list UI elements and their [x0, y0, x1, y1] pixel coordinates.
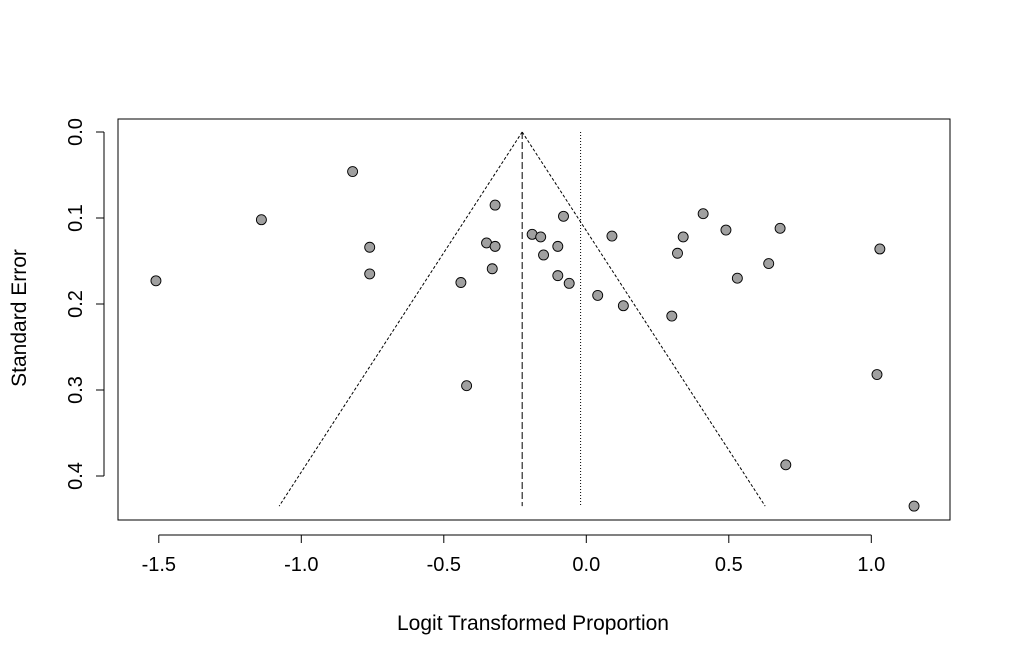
data-point: [720, 224, 732, 236]
data-point: [606, 230, 618, 242]
funnel-right-bound: [521, 131, 766, 507]
x-tick-label: -1.0: [284, 554, 318, 576]
y-tick-label: 0.0: [65, 118, 87, 146]
data-point: [489, 199, 501, 211]
funnel-left-bound: [278, 131, 523, 507]
data-point: [592, 289, 604, 301]
data-point: [255, 214, 267, 226]
data-point: [552, 240, 564, 252]
x-tick-label: -0.5: [427, 554, 461, 576]
data-point: [455, 277, 467, 288]
y-tick-label: 0.2: [65, 290, 87, 318]
data-point: [364, 268, 376, 280]
data-point: [538, 249, 549, 261]
y-axis: 0.0 0.1 0.2 0.3 0.4: [65, 118, 105, 490]
data-point: [461, 380, 473, 392]
data-point: [774, 222, 786, 234]
data-point: [552, 270, 564, 282]
x-tick-label: 0.0: [572, 554, 600, 576]
data-point: [666, 310, 678, 322]
data-point: [364, 241, 376, 253]
data-point: [780, 459, 792, 471]
funnel-lines: [278, 131, 766, 507]
data-point: [874, 243, 886, 255]
data-point: [563, 277, 575, 289]
x-tick-label: 1.0: [857, 554, 885, 576]
data-point: [617, 300, 629, 312]
data-point: [871, 369, 883, 380]
data-point: [697, 208, 709, 220]
data-point: [763, 258, 775, 270]
data-point: [731, 272, 743, 284]
data-point: [672, 247, 683, 259]
data-point: [347, 166, 359, 178]
data-point: [150, 275, 162, 287]
y-axis-title: Standard Error: [8, 249, 31, 387]
x-axis: -1.5 -1.0 -0.5 0.0 0.5 1.0: [142, 534, 885, 576]
y-tick-label: 0.3: [65, 376, 87, 404]
data-point: [489, 240, 501, 252]
data-points: [150, 166, 920, 512]
plot-frame: [117, 118, 951, 521]
data-point: [677, 231, 689, 243]
data-point: [486, 263, 498, 275]
y-tick-label: 0.1: [65, 204, 87, 232]
data-point: [908, 500, 920, 512]
data-point: [558, 210, 569, 222]
y-tick-label: 0.4: [65, 462, 87, 490]
x-tick-label: 0.5: [715, 554, 743, 576]
x-tick-label: -1.5: [142, 554, 176, 576]
data-point: [535, 231, 547, 243]
x-axis-title: Logit Transformed Proportion: [397, 612, 669, 635]
